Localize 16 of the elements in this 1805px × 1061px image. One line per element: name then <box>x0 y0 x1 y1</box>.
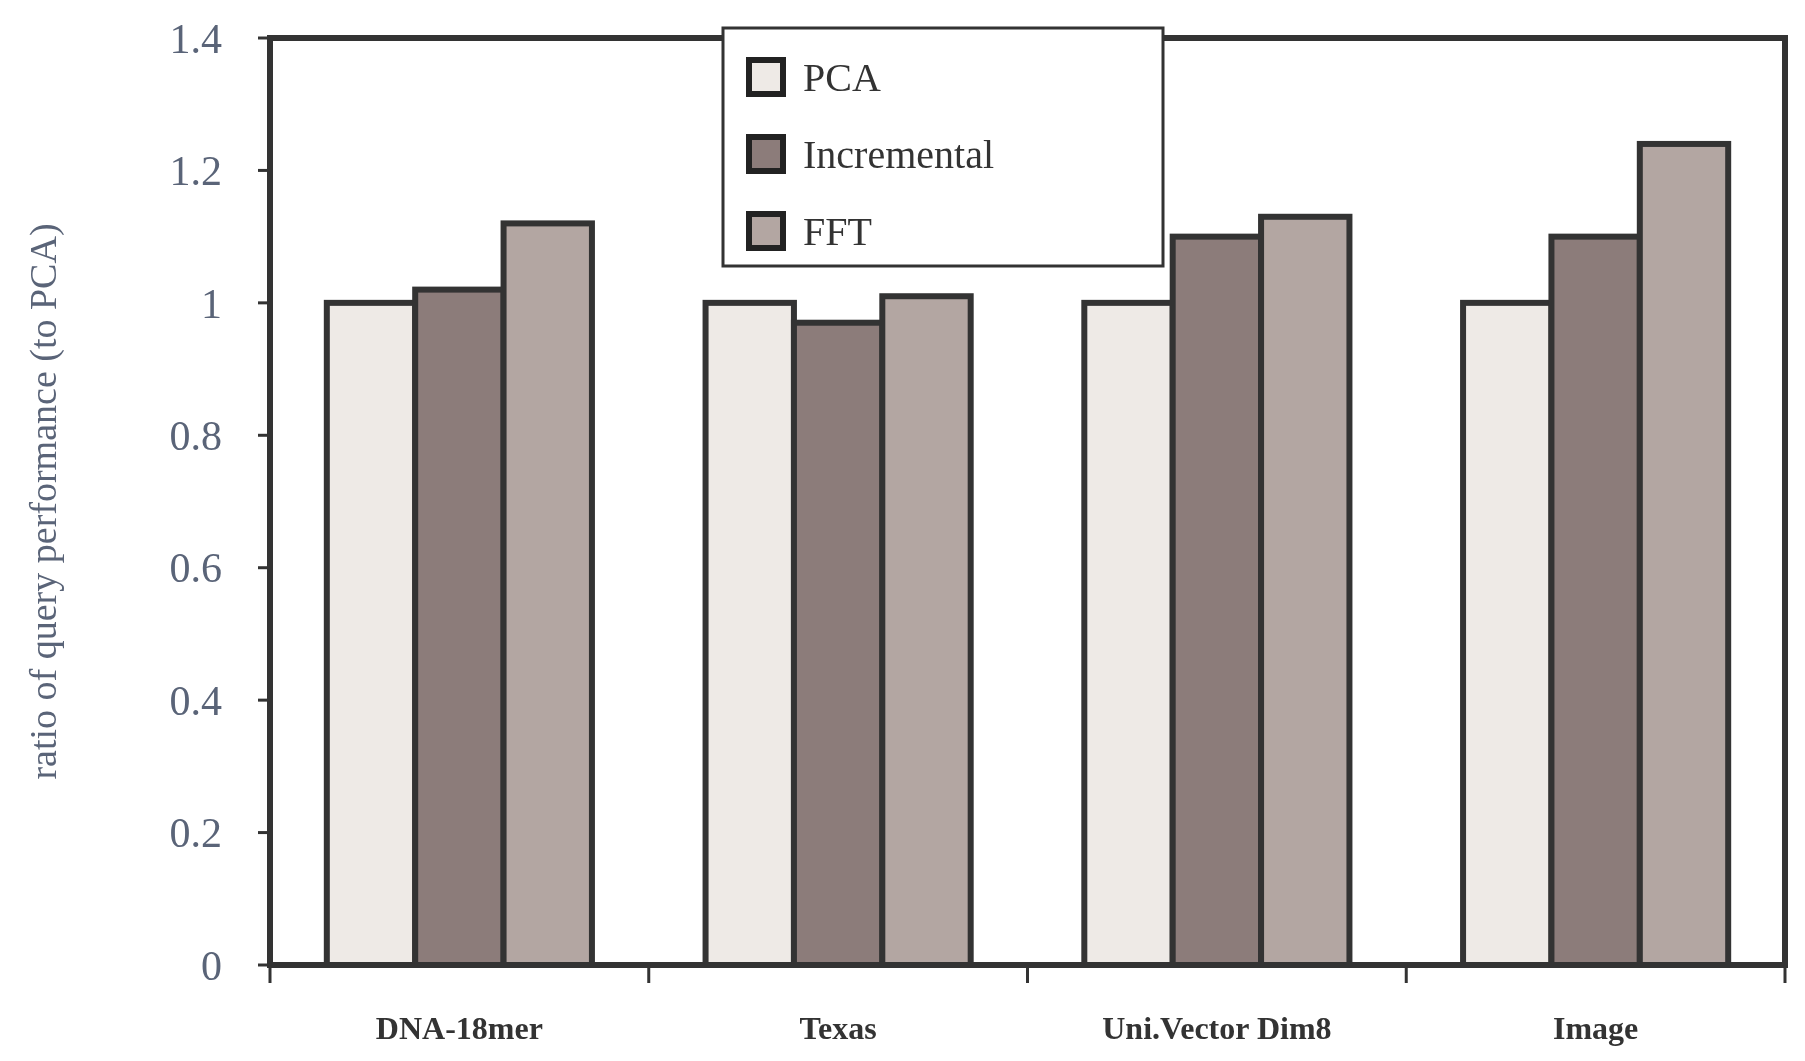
x-tick-label: DNA-18mer <box>375 1010 543 1046</box>
legend-label: Incremental <box>803 132 994 177</box>
y-tick-label: 0.4 <box>169 677 222 724</box>
legend-label: PCA <box>803 55 881 100</box>
y-tick-label: 0.2 <box>169 810 222 857</box>
y-tick-label: 1.2 <box>169 148 222 195</box>
y-tick-label: 0.8 <box>169 412 222 459</box>
x-tick-label: Texas <box>799 1010 877 1046</box>
y-tick-label: 1.4 <box>169 15 222 62</box>
legend-label: FFT <box>803 209 872 254</box>
y-tick-label: 0.6 <box>169 545 222 592</box>
y-tick-label: 0 <box>201 942 222 989</box>
x-tick-label: Image <box>1552 1010 1639 1046</box>
y-axis-title: ratio of query performance (to PCA) <box>22 223 65 780</box>
y-tick-label: 1 <box>201 280 222 327</box>
x-tick-label: Uni.Vector Dim8 <box>1102 1010 1332 1046</box>
